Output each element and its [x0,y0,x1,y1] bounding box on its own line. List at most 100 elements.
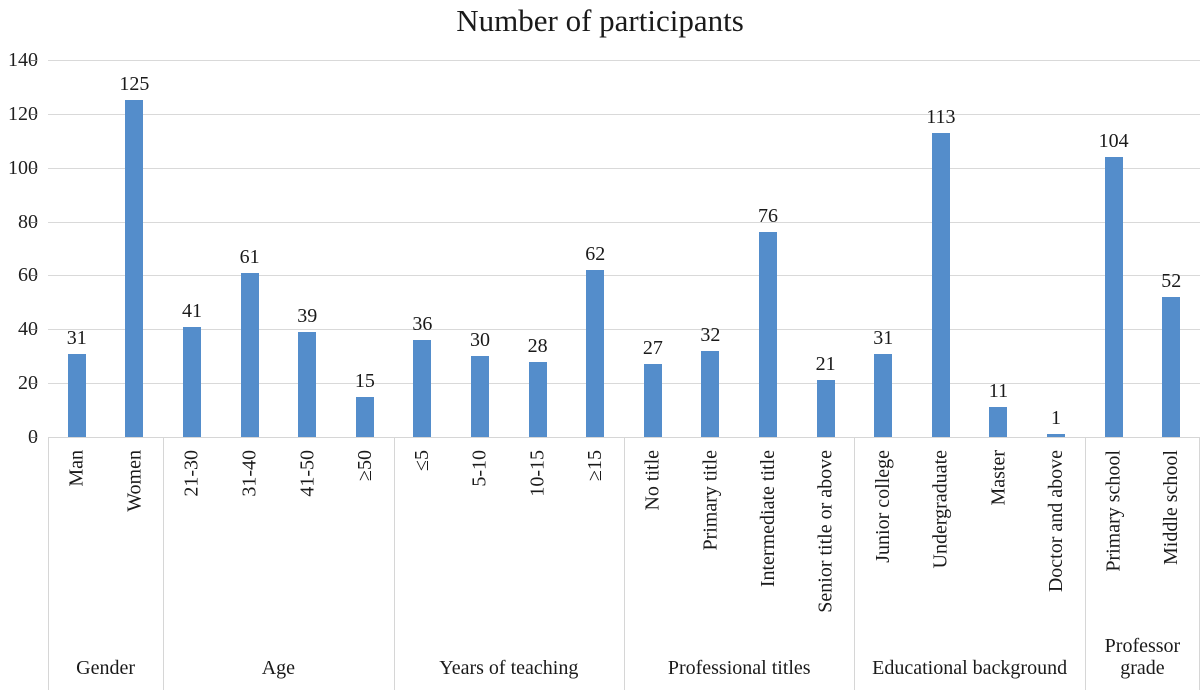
bar-slot: 15 [336,60,394,437]
bar-slot: 11 [970,60,1028,437]
gridline [48,275,1200,277]
bar-value-label: 15 [354,369,375,392]
category-group: Primary school Middle school Professor gra… [1085,437,1200,690]
gridline [48,383,1200,385]
y-axis-tick-mark [30,221,37,223]
bar-slot: 21 [797,60,855,437]
bar-value-label: 31 [66,326,87,349]
category-slot: ≤5 [394,437,452,690]
bar-slot: 32 [682,60,740,437]
category-group: ≤5 5-10 10-15 ≥15 Years of teaching [394,437,624,690]
bar [471,356,490,437]
bar-group: 31 113 11 1 [854,60,1084,437]
bar-value-label: 104 [1098,129,1129,152]
bar [874,353,893,437]
group-label: Years of teaching [439,657,579,679]
bar-group: 31 125 [48,60,163,437]
category-label: Women [123,450,146,512]
group-label: Professional titles [667,657,811,679]
y-axis-tick-label: 120 [8,102,38,125]
category-label: ≥50 [353,450,376,481]
y-axis-tick-label: 80 [18,210,38,233]
chart-title: Number of participants [456,3,744,38]
bar-value-label: 1 [1051,407,1062,430]
gridline [48,60,1200,61]
bar-slot: 28 [509,60,567,437]
bar-value-label: 32 [700,323,721,346]
category-label: No title [641,450,664,511]
bar-slot: 36 [394,60,452,437]
group-divider [48,437,49,690]
category-label: Man [65,450,88,487]
group-divider [1084,437,1086,690]
bar-slot: 39 [278,60,336,437]
category-label: 5-10 [469,450,492,487]
plot-area [48,60,1200,437]
bar-value-label: 11 [988,380,1009,403]
y-axis-tick-label: 20 [18,372,38,395]
y-axis-tick-mark [30,275,37,277]
category-label: Primary school [1102,450,1125,572]
category-slot: ≥50 [336,437,394,690]
bar-slot: 61 [221,60,279,437]
category-slot: Senior title or above [797,437,855,690]
bar-value-label: 27 [642,337,663,360]
bar-group: 27 32 76 21 [624,60,854,437]
bar-value-label: 36 [412,313,433,336]
bar [701,350,720,437]
category-slot: 21-30 [163,437,221,690]
bar-value-label: 28 [527,334,548,357]
bar-value-label: 52 [1161,269,1182,292]
category-slot: Man [48,437,106,690]
category-slot: Doctor and above [1027,437,1085,690]
bar [183,326,201,437]
group-divider [624,437,625,690]
category-slot: Undergraduate [912,437,970,690]
bar-group: 41 61 39 15 [163,60,393,437]
group-divider [393,437,395,690]
bar [759,232,778,437]
category-slot: 5-10 [451,437,509,690]
category-label: ≤5 [411,450,434,471]
category-slot: Primary title [682,437,740,690]
bar-value-label: 39 [297,304,318,327]
group-label: Educational background [872,657,1068,679]
category-group: Man Women Gender [48,437,163,690]
category-label: 31-40 [238,450,261,497]
y-axis-tick-label: 140 [8,49,38,71]
category-slot: Women [106,437,164,690]
category-slot: 31-40 [221,437,279,690]
category-slot: 41-50 [278,437,336,690]
category-slot: Master [970,437,1028,690]
bar-value-label: 61 [239,245,260,268]
bars-layer: 31 125 41 61 39 15 36 30 28 62 27 32 76 21 31 113 11 1 104… [48,60,1200,437]
category-group: 21-30 31-40 41-50 ≥50 Age [163,437,393,690]
bar [67,353,86,437]
category-label: 41-50 [296,450,319,497]
category-slot: No title [624,437,682,690]
category-label: Doctor and above [1045,450,1068,593]
bar-slot: 31 [854,60,912,437]
bar-slot: 31 [48,60,106,437]
category-label: Master [987,450,1010,506]
y-axis-tick-label: 40 [18,318,38,341]
bar [1047,434,1066,437]
category-slot: Junior college [854,437,912,690]
bar [528,361,547,437]
category-label: Junior college [872,450,895,563]
group-label: Professor grade [1104,635,1181,679]
bar [298,331,317,437]
y-axis-tick-mark [30,167,37,169]
category-label: Intermediate title [757,450,780,588]
bar [816,380,835,437]
y-axis-tick-mark [30,60,37,61]
bar-slot: 113 [912,60,970,437]
bar-slot: 62 [566,60,624,437]
gridline [48,167,1200,169]
bar [1104,156,1123,437]
category-label: 21-30 [181,450,204,497]
category-slot: Intermediate title [739,437,797,690]
category-label: Middle school [1160,450,1183,565]
category-slot: 10-15 [509,437,567,690]
